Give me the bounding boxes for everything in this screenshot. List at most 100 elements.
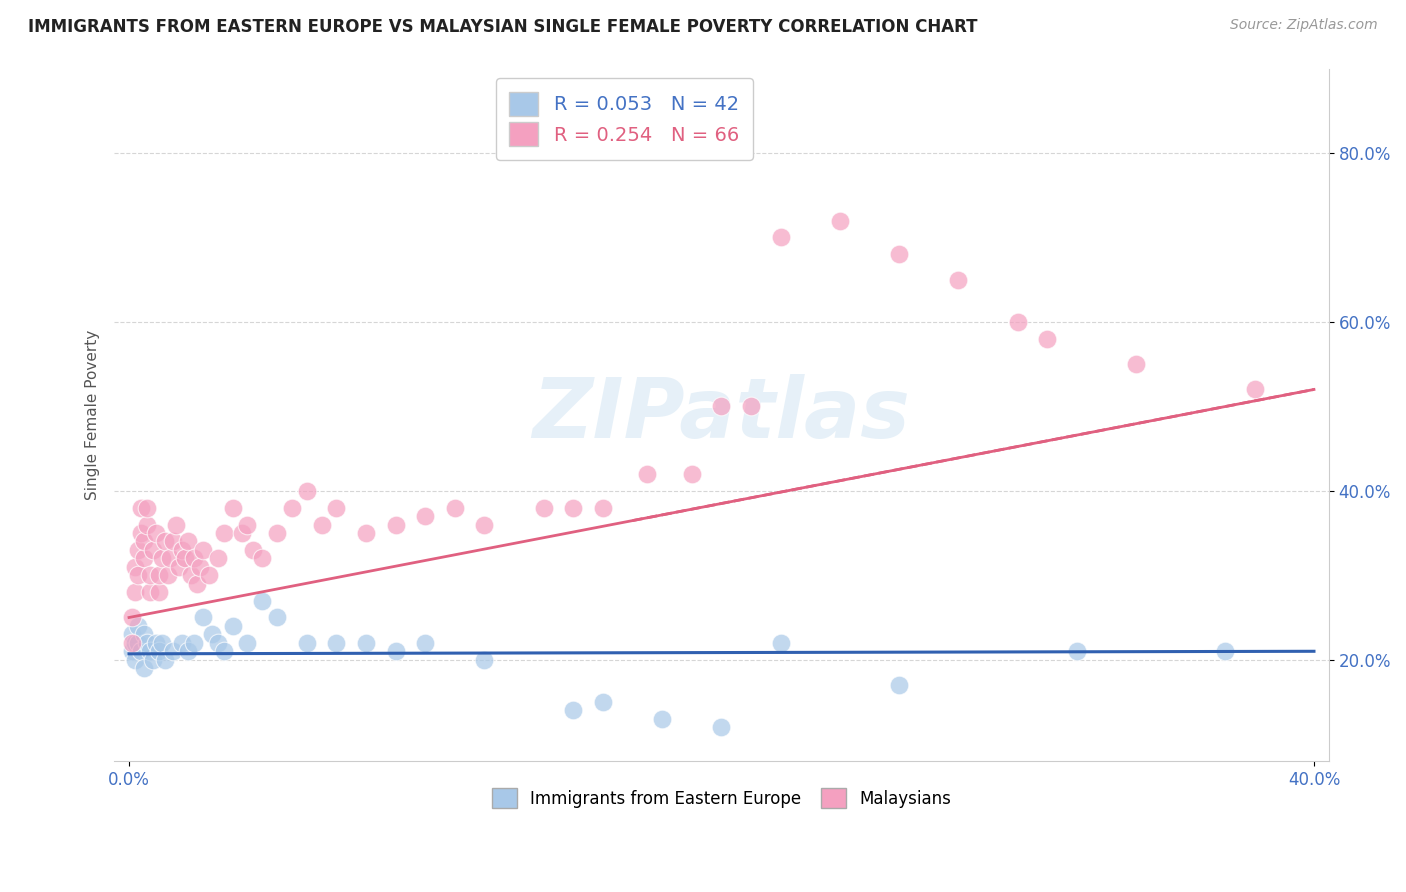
Point xyxy=(636,467,658,481)
Point xyxy=(295,483,318,498)
Point xyxy=(295,636,318,650)
Point xyxy=(142,543,165,558)
Point xyxy=(236,517,259,532)
Point xyxy=(474,517,496,532)
Point xyxy=(191,543,214,558)
Point xyxy=(132,627,155,641)
Point xyxy=(124,636,146,650)
Point xyxy=(354,636,377,650)
Point xyxy=(384,517,406,532)
Point xyxy=(413,509,436,524)
Point xyxy=(169,559,191,574)
Point xyxy=(769,230,792,244)
Point xyxy=(124,585,146,599)
Point xyxy=(681,467,703,481)
Point xyxy=(710,400,733,414)
Legend: Immigrants from Eastern Europe, Malaysians: Immigrants from Eastern Europe, Malaysia… xyxy=(485,781,957,815)
Point xyxy=(533,500,555,515)
Point xyxy=(138,585,160,599)
Point xyxy=(354,526,377,541)
Point xyxy=(325,500,347,515)
Point xyxy=(138,568,160,582)
Point xyxy=(1007,315,1029,329)
Point xyxy=(127,568,149,582)
Text: ZIPatlas: ZIPatlas xyxy=(533,375,911,455)
Point xyxy=(1125,357,1147,371)
Point xyxy=(135,517,157,532)
Point xyxy=(1066,644,1088,658)
Point xyxy=(124,559,146,574)
Point xyxy=(384,644,406,658)
Point xyxy=(156,568,179,582)
Point xyxy=(592,500,614,515)
Point xyxy=(242,543,264,558)
Point xyxy=(325,636,347,650)
Point xyxy=(121,610,143,624)
Point xyxy=(121,644,143,658)
Point xyxy=(207,551,229,566)
Point xyxy=(769,636,792,650)
Point xyxy=(121,636,143,650)
Point xyxy=(127,636,149,650)
Point xyxy=(889,678,911,692)
Text: IMMIGRANTS FROM EASTERN EUROPE VS MALAYSIAN SINGLE FEMALE POVERTY CORRELATION CH: IMMIGRANTS FROM EASTERN EUROPE VS MALAYS… xyxy=(28,18,977,36)
Point xyxy=(828,213,851,227)
Point xyxy=(135,636,157,650)
Point xyxy=(1213,644,1236,658)
Point xyxy=(129,526,152,541)
Point xyxy=(183,551,205,566)
Point xyxy=(124,653,146,667)
Point xyxy=(132,534,155,549)
Point xyxy=(150,636,173,650)
Point xyxy=(191,610,214,624)
Point xyxy=(221,619,243,633)
Point xyxy=(135,500,157,515)
Point xyxy=(207,636,229,650)
Point xyxy=(188,559,211,574)
Point xyxy=(177,534,200,549)
Point xyxy=(129,644,152,658)
Point xyxy=(180,568,202,582)
Point xyxy=(266,610,288,624)
Point xyxy=(153,653,176,667)
Point xyxy=(148,585,170,599)
Point xyxy=(132,661,155,675)
Point xyxy=(132,551,155,566)
Point xyxy=(592,695,614,709)
Point xyxy=(413,636,436,650)
Point xyxy=(212,526,235,541)
Point xyxy=(444,500,467,515)
Point xyxy=(127,543,149,558)
Point xyxy=(177,644,200,658)
Point xyxy=(172,543,194,558)
Point xyxy=(145,526,167,541)
Point xyxy=(165,517,187,532)
Y-axis label: Single Female Poverty: Single Female Poverty xyxy=(86,330,100,500)
Point xyxy=(212,644,235,658)
Point xyxy=(183,636,205,650)
Point xyxy=(148,644,170,658)
Point xyxy=(651,712,673,726)
Point xyxy=(142,653,165,667)
Point xyxy=(198,568,221,582)
Point xyxy=(172,636,194,650)
Text: Source: ZipAtlas.com: Source: ZipAtlas.com xyxy=(1230,18,1378,32)
Point xyxy=(266,526,288,541)
Point xyxy=(1243,383,1265,397)
Point xyxy=(236,636,259,650)
Point xyxy=(231,526,253,541)
Point xyxy=(252,593,274,607)
Point xyxy=(311,517,333,532)
Point xyxy=(252,551,274,566)
Point xyxy=(710,720,733,734)
Point xyxy=(740,400,762,414)
Point xyxy=(889,247,911,261)
Point xyxy=(121,627,143,641)
Point xyxy=(948,273,970,287)
Point xyxy=(145,636,167,650)
Point xyxy=(186,576,208,591)
Point xyxy=(159,551,181,566)
Point xyxy=(174,551,197,566)
Point xyxy=(281,500,304,515)
Point xyxy=(162,644,184,658)
